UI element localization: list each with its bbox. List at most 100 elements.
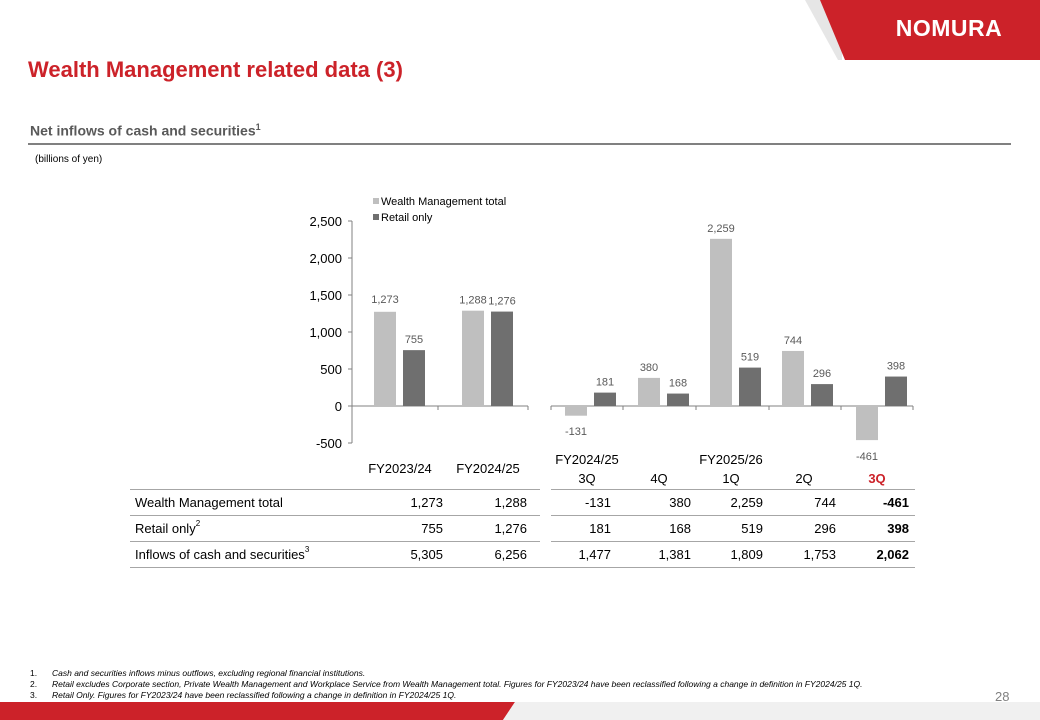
footnote: 3. Retail Only. Figures for FY2023/24 hav… bbox=[30, 690, 862, 701]
bar-retail-only bbox=[403, 350, 425, 406]
data-label: 398 bbox=[887, 361, 905, 373]
table-cell: -461 bbox=[882, 495, 909, 510]
row-label-text: Wealth Management total bbox=[135, 495, 283, 510]
footnote-ref: 3 bbox=[304, 545, 310, 554]
row-label: Inflows of cash and securities3 bbox=[135, 545, 310, 562]
data-label: 1,276 bbox=[488, 296, 516, 308]
x-label-quarter: 1Q bbox=[722, 471, 739, 486]
legend-label: Wealth Management total bbox=[381, 196, 506, 208]
page-title: Wealth Management related data (3) bbox=[28, 57, 403, 82]
page-number: 28 bbox=[995, 689, 1010, 704]
x-label-annual: FY2024/25 bbox=[456, 461, 520, 476]
bar-wealth-management-total bbox=[710, 238, 732, 406]
y-tick-label: 1,500 bbox=[309, 288, 342, 303]
row-label: Wealth Management total bbox=[135, 495, 283, 510]
data-label: 519 bbox=[741, 352, 759, 364]
table-cell: 398 bbox=[887, 521, 909, 536]
table-cell: 1,477 bbox=[578, 547, 611, 562]
footnote-ref: 2 bbox=[195, 519, 201, 528]
table-cell: 1,809 bbox=[730, 547, 763, 562]
data-label: -461 bbox=[856, 451, 878, 463]
footnote-text: Cash and securities inflows minus outflo… bbox=[52, 668, 366, 678]
bar-retail-only bbox=[594, 392, 616, 406]
table-cell: 181 bbox=[589, 521, 611, 536]
legend-label: Retail only bbox=[381, 212, 433, 224]
bottom-band bbox=[0, 702, 1040, 720]
data-label: 296 bbox=[813, 368, 831, 380]
footnote-text: Retail Only. Figures for FY2023/24 have … bbox=[52, 690, 457, 700]
section-title-text: Net inflows of cash and securities bbox=[30, 122, 256, 139]
y-tick-label: 1,000 bbox=[309, 325, 342, 340]
table-bottom-rule bbox=[130, 567, 915, 568]
footnote: 1. Cash and securities inflows minus outf… bbox=[30, 668, 862, 679]
row-label-text: Inflows of cash and securities bbox=[135, 547, 305, 562]
x-label-quarter: 3Q bbox=[868, 471, 885, 486]
nomura-logo: NOMURA bbox=[895, 15, 1003, 41]
bar-wealth-management-total bbox=[856, 406, 878, 441]
footnote-number: 1. bbox=[30, 668, 38, 678]
table-cell: 1,288 bbox=[494, 495, 527, 510]
table-cell: 1,381 bbox=[658, 547, 691, 562]
bar-wealth-management-total bbox=[462, 310, 484, 406]
data-label: 1,273 bbox=[371, 294, 399, 306]
unit-note: (billions of yen) bbox=[35, 154, 103, 165]
bar-wealth-management-total bbox=[565, 406, 587, 416]
table-row: Retail only2 755 1,276 181 168 519 296 398 bbox=[130, 515, 915, 542]
x-label-quarter: 2Q bbox=[795, 471, 812, 486]
data-label: 1,288 bbox=[459, 295, 487, 307]
table-cell: 1,753 bbox=[803, 547, 836, 562]
bar-retail-only bbox=[811, 384, 833, 406]
x-label-quarter: 3Q bbox=[578, 471, 595, 486]
bar-wealth-management-total bbox=[782, 350, 804, 406]
y-tick-label: 0 bbox=[335, 399, 342, 414]
data-label: 744 bbox=[784, 335, 802, 347]
y-tick-label: -500 bbox=[316, 436, 342, 451]
row-label-text: Retail only bbox=[135, 521, 196, 536]
footnote-text: Retail excludes Corporate section, Priva… bbox=[52, 679, 863, 689]
table-cell: 296 bbox=[814, 521, 836, 536]
section-title: Net inflows of cash and securities1 bbox=[30, 122, 261, 139]
x-label-quarter: 4Q bbox=[650, 471, 667, 486]
footnote: 2. Retail excludes Corporate section, Pri… bbox=[30, 679, 862, 690]
data-label: 2,259 bbox=[707, 223, 735, 235]
bar-wealth-management-total bbox=[638, 377, 660, 406]
footnote-number: 2. bbox=[30, 679, 38, 689]
legend-swatch-wealth-management-total bbox=[373, 198, 379, 204]
data-label: 181 bbox=[596, 377, 614, 389]
table-cell: 1,273 bbox=[410, 495, 443, 510]
table-cell: 2,259 bbox=[730, 495, 763, 510]
legend-swatch-retail-only bbox=[373, 214, 379, 220]
bar-retail-only bbox=[667, 393, 689, 406]
table-cell: 2,062 bbox=[876, 547, 909, 562]
table-row: Wealth Management total 1,273 1,288 -131 380… bbox=[130, 489, 915, 516]
y-tick-label: 500 bbox=[320, 362, 342, 377]
bar-retail-only bbox=[885, 376, 907, 406]
data-label: -131 bbox=[565, 426, 587, 438]
data-label: 380 bbox=[640, 362, 658, 374]
row-label: Retail only2 bbox=[135, 519, 201, 536]
y-tick-label: 2,500 bbox=[309, 214, 342, 229]
table-row: Inflows of cash and securities3 5,305 6,25… bbox=[130, 541, 915, 568]
footnotes: 1. Cash and securities inflows minus outf… bbox=[30, 668, 862, 701]
y-tick-label: 2,000 bbox=[309, 251, 342, 266]
x-label-fiscal-year: FY2024/25 bbox=[555, 452, 619, 467]
footnote-number: 3. bbox=[30, 690, 38, 700]
table-cell: 755 bbox=[421, 521, 443, 536]
table-cell: 1,276 bbox=[494, 521, 527, 536]
net-inflows-bar-chart: 2,500 2,000 1,500 1,000 500 0 -500 1,273 1,288 -1… bbox=[309, 196, 914, 486]
table-cell: 5,305 bbox=[410, 547, 443, 562]
bar-wealth-management-total bbox=[374, 311, 396, 406]
data-label: 168 bbox=[669, 378, 687, 390]
table-cell: 519 bbox=[741, 521, 763, 536]
section-divider bbox=[28, 143, 1011, 145]
footnote-ref: 1 bbox=[255, 122, 261, 132]
table-cell: -131 bbox=[584, 495, 611, 510]
table-cell: 744 bbox=[814, 495, 836, 510]
table-cell: 6,256 bbox=[494, 547, 527, 562]
column-gap bbox=[540, 489, 551, 568]
bar-retail-only bbox=[491, 311, 513, 406]
brand-header-band bbox=[805, 0, 1040, 60]
table-cell: 168 bbox=[669, 521, 691, 536]
table-cell: 380 bbox=[669, 495, 691, 510]
x-label-annual: FY2023/24 bbox=[368, 461, 432, 476]
